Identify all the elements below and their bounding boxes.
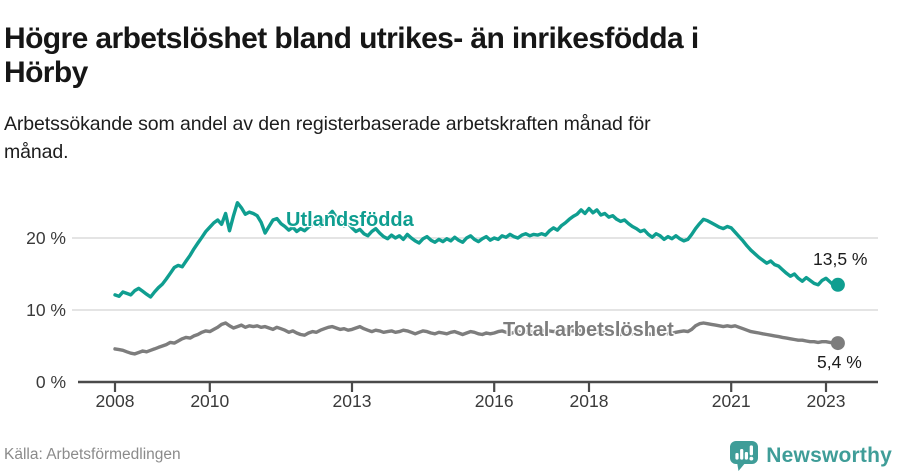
chart-svg: 0 % 10 % 20 % 2008 2010 2013 2016 2018 2021 2023 (26, 201, 878, 411)
series-line-utlandsf-dda (113, 201, 840, 299)
series-end-dot-utlandsf-dda (830, 277, 845, 292)
y-axis-label: 20 % (26, 228, 66, 248)
y-axis-label: 10 % (26, 300, 66, 320)
page-title: Högre arbetslöshet bland utrikes- än inr… (4, 22, 896, 90)
chart-subtitle-line2: månad. (4, 140, 69, 163)
x-axis-label: 2016 (475, 391, 514, 411)
source-note: Källa: Arbetsförmedlingen (4, 446, 181, 463)
end-value-total: 5,4 % (817, 352, 862, 372)
x-axis-label: 2010 (190, 391, 229, 411)
end-value-utlandsfodda: 13,5 % (813, 249, 868, 269)
x-axis-label: 2018 (570, 391, 609, 411)
newsworthy-wordmark: Newsworthy (766, 444, 892, 467)
x-axis-label: 2023 (807, 391, 846, 411)
x-axis-label: 2013 (333, 391, 372, 411)
line-chart: 0 % 10 % 20 % 2008 2010 2013 2016 2018 2021 2023 (0, 178, 900, 430)
series-end-dot-total-arbetsl-shet (830, 336, 845, 351)
page-title-line1: Högre arbetslöshet bland utrikes- än inr… (4, 22, 699, 56)
x-axis-label: 2008 (96, 391, 135, 411)
x-axis-label: 2021 (712, 391, 751, 411)
series-line-total-arbetsl-shet (113, 321, 840, 356)
newsworthy-bubble-chart-icon (730, 441, 759, 471)
chart-subtitle: Arbetssökande som andel av den registerb… (4, 110, 896, 166)
newsworthy-logo: Newsworthy (729, 440, 892, 472)
series-label-utlandsfodda: Utlandsfödda (286, 209, 414, 231)
y-axis-label: 0 % (36, 372, 66, 392)
series-label-total-arbetsloshet: Total arbetslöshet (503, 319, 674, 341)
chart-subtitle-line1: Arbetssökande som andel av den registerb… (4, 112, 651, 135)
page-title-line2: Hörby (4, 56, 88, 90)
